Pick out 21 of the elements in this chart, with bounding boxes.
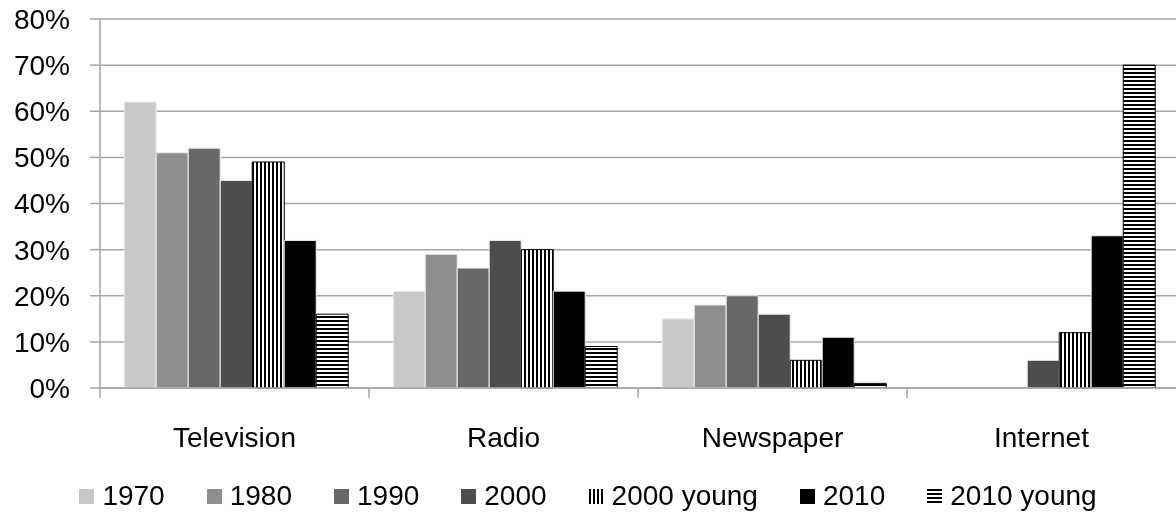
y-tick-label: 80% (13, 3, 70, 35)
y-tick-label: 20% (13, 280, 70, 312)
y-tick-label: 50% (13, 142, 70, 174)
legend-label: 2010 young (950, 480, 1097, 512)
y-tick-label: 70% (13, 50, 70, 82)
y-tick-label: 60% (13, 96, 70, 128)
legend-label: 2010 (822, 480, 886, 512)
y-tick-label: 30% (13, 234, 70, 266)
y-tick-label: 0% (29, 372, 70, 404)
legend-label: 1980 (229, 480, 292, 512)
bar (1026, 359, 1060, 388)
x-tick-label: Newspaper (701, 422, 844, 453)
legend-label: 2000 (484, 480, 547, 512)
x-tick-label: Radio (466, 422, 541, 453)
y-tick-label: 10% (13, 326, 70, 358)
x-tick-label: Internet (994, 422, 1090, 453)
x-tick-label: Television (173, 422, 296, 453)
y-tick-label: 40% (13, 188, 70, 220)
legend-label: 1990 (356, 480, 420, 512)
legend-label: 1970 (102, 480, 165, 512)
legend-label: 2000 young (611, 480, 758, 512)
